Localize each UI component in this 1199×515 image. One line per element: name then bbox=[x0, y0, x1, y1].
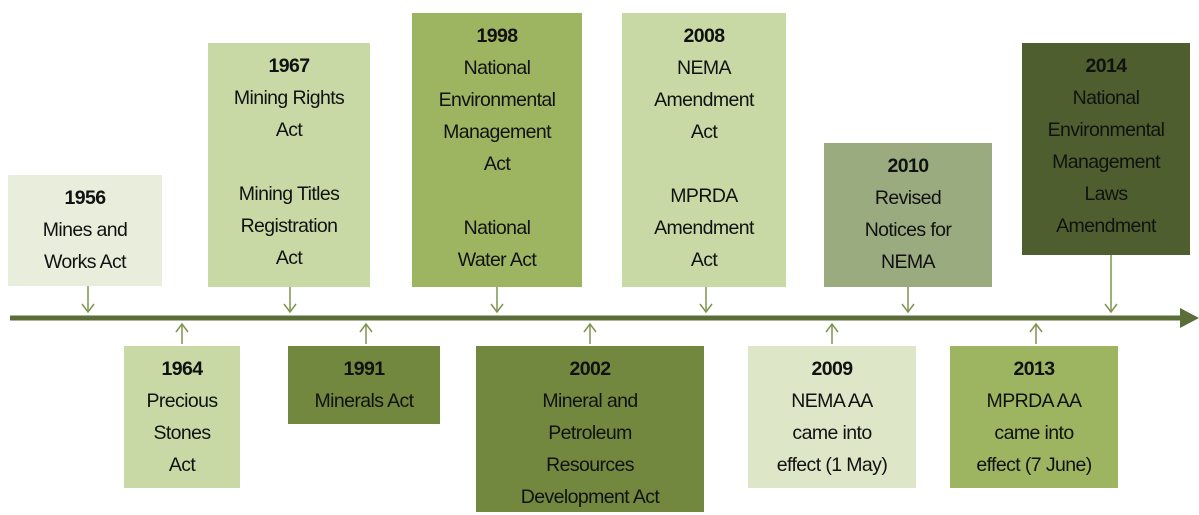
event-text: Amendment bbox=[654, 89, 755, 111]
event-text: Act bbox=[276, 119, 304, 141]
event-box bbox=[950, 346, 1118, 488]
event-text: Registration bbox=[241, 215, 338, 237]
event-text: Environmental bbox=[439, 89, 556, 111]
event-box bbox=[622, 13, 786, 287]
event-text: Works Act bbox=[44, 251, 127, 273]
event-text: came into bbox=[994, 422, 1074, 444]
event-text: NEMA bbox=[881, 251, 936, 273]
event-text: Mining Titles bbox=[239, 183, 340, 205]
event-text: NEMA bbox=[677, 57, 732, 79]
event-year: 1991 bbox=[344, 358, 386, 380]
connector-head bbox=[283, 303, 297, 314]
event: 2010 Revised Notices for NEMA bbox=[824, 143, 992, 314]
event: 2002 Mineral and Petroleum Resources Develop… bbox=[476, 322, 704, 512]
event: 2008 NEMA Amendment Act MPRDA Amendment Act bbox=[622, 13, 786, 314]
event: 2014 National Environmental Management Laws A… bbox=[1022, 43, 1190, 314]
connector-head bbox=[1029, 322, 1043, 333]
event-year: 2010 bbox=[888, 155, 930, 177]
event-text: Petroleum bbox=[548, 422, 631, 444]
event: 1991 Minerals Act bbox=[288, 322, 440, 424]
event-text: Mineral and bbox=[542, 390, 637, 412]
event-text: Amendment bbox=[1056, 215, 1157, 237]
event-box bbox=[476, 346, 704, 512]
event-box bbox=[824, 143, 992, 287]
connector-head bbox=[825, 322, 839, 333]
event: 1967 Mining Rights Act Mining Titles Registr… bbox=[208, 43, 370, 314]
event-year: 2013 bbox=[1014, 358, 1056, 380]
event-text: MPRDA AA bbox=[987, 390, 1082, 412]
event: 1998 National Environmental Management Act Na… bbox=[412, 13, 582, 314]
event-text: effect (1 May) bbox=[777, 454, 888, 476]
connector-head bbox=[699, 303, 713, 314]
connector-head bbox=[490, 303, 504, 314]
connector-head bbox=[901, 303, 915, 314]
event-text: Act bbox=[691, 249, 719, 271]
event-year: 1964 bbox=[162, 358, 204, 380]
event-text: Amendment bbox=[654, 217, 755, 239]
event-text: Act bbox=[691, 121, 719, 143]
event-text: Stones bbox=[153, 422, 211, 444]
event-text: Act bbox=[276, 247, 304, 269]
event-year: 1967 bbox=[269, 55, 310, 77]
event-year: 2014 bbox=[1086, 55, 1128, 77]
event-text: National bbox=[464, 217, 531, 239]
event-year: 1956 bbox=[65, 187, 107, 209]
event-text: National bbox=[1073, 87, 1140, 109]
event-text: Notices for bbox=[865, 219, 953, 241]
event-box bbox=[124, 346, 240, 488]
event-box bbox=[288, 346, 440, 424]
event-text: Resources bbox=[546, 454, 635, 476]
event-text: Mining Rights bbox=[234, 87, 345, 109]
event-box bbox=[8, 175, 162, 286]
event: 1964 Precious Stones Act bbox=[124, 322, 240, 488]
event-text: Management bbox=[1052, 151, 1161, 173]
event-text: came into bbox=[792, 422, 872, 444]
event-text: Management bbox=[443, 121, 552, 143]
timeline-arrowhead bbox=[1180, 308, 1199, 328]
event-text: Revised bbox=[875, 187, 941, 209]
event-box bbox=[748, 346, 916, 488]
event-text: Mines and bbox=[43, 219, 128, 241]
event-text: Act bbox=[484, 153, 512, 175]
event-year: 2002 bbox=[570, 358, 612, 380]
event: 1956 Mines and Works Act bbox=[8, 175, 162, 314]
event-text: Development Act bbox=[521, 486, 661, 508]
event-box bbox=[208, 43, 370, 287]
event-text: Precious bbox=[146, 390, 218, 412]
event: 2009 NEMA AA came into effect (1 May) bbox=[748, 322, 916, 488]
event-text: MPRDA bbox=[670, 185, 738, 207]
event-text: Water Act bbox=[458, 249, 538, 271]
event-text: effect (7 June) bbox=[976, 454, 1091, 476]
event-year: 2008 bbox=[684, 25, 726, 47]
event-text: National bbox=[464, 57, 531, 79]
connector-head bbox=[359, 322, 373, 333]
event-text: Laws bbox=[1084, 183, 1128, 205]
event-box bbox=[412, 13, 582, 287]
connector-head bbox=[1104, 303, 1118, 314]
connector-head bbox=[81, 303, 95, 314]
event-text: NEMA AA bbox=[791, 390, 873, 412]
event-text: Act bbox=[169, 454, 197, 476]
event-year: 1998 bbox=[477, 25, 519, 47]
event: 2013 MPRDA AA came into effect (7 June) bbox=[950, 322, 1118, 488]
event-box bbox=[1022, 43, 1190, 255]
connector-head bbox=[583, 322, 597, 333]
connector-head bbox=[175, 322, 189, 333]
event-text: Minerals Act bbox=[314, 390, 414, 412]
event-text: Environmental bbox=[1048, 119, 1165, 141]
event-year: 2009 bbox=[812, 358, 854, 380]
